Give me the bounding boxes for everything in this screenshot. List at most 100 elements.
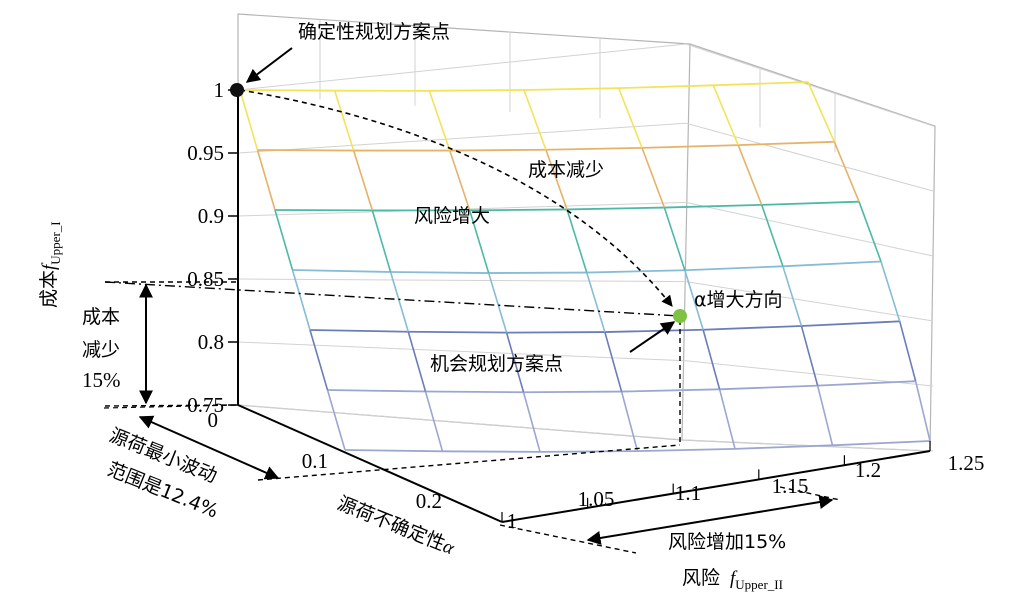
y-tick-labels: 0 0.1 0.2 [208, 408, 443, 513]
back-grid-h-1 [237, 122, 687, 154]
surface-col-seg-0-2 [274, 209, 294, 271]
side-grid-h-1 [685, 122, 934, 192]
risk-added-label: 风险增加15% [668, 531, 786, 553]
z-tick-label-0: 1 [214, 78, 225, 102]
x-axis-label-sub: Upper_II [735, 577, 783, 592]
surface-col-seg-1-4 [407, 331, 427, 392]
surface-col-seg-2-5 [522, 392, 541, 453]
x-axis-label: 风险 fUpper_II [682, 567, 783, 592]
x-tick-label-5: 1.25 [948, 451, 985, 475]
surface-col-seg-1-0 [333, 90, 355, 151]
x-tick-label-4: 1.2 [855, 458, 881, 482]
surface-col-seg-1-2 [371, 210, 392, 273]
back-corner-edge [681, 43, 691, 441]
surface-col-seg-5-0 [712, 85, 739, 146]
cost-reduction-line1: 成本 [82, 306, 120, 328]
surface-col-seg-5-4 [800, 325, 819, 386]
y-tick-label-0: 0 [208, 408, 219, 432]
back-grid-h-0 [237, 43, 687, 91]
z-tick-labels: 10.950.90.850.80.75 [187, 78, 238, 417]
surface-col-seg-6-1 [833, 141, 860, 202]
range-diag-dash [257, 444, 681, 481]
surface-col-seg-2-2 [468, 210, 490, 274]
cost-reduction-line2: 减少 [82, 339, 120, 361]
back-grid-h-3 [237, 278, 687, 283]
back-grid-h-2 [237, 201, 687, 217]
opportunity-label: 机会规划方案点 [430, 353, 563, 375]
risk-bottom-dash [499, 524, 637, 554]
surface-col-seg-2-0 [428, 90, 451, 151]
surface-col-seg-3-0 [523, 89, 547, 150]
surface-col-seg-6-2 [858, 201, 882, 262]
x-tick-label-3: 1.15 [772, 474, 809, 498]
y-axis-line [237, 404, 503, 523]
risk-right-dash [779, 486, 841, 501]
z-tick-label-4: 0.8 [198, 330, 224, 354]
surface-col-seg-5-3 [782, 266, 803, 327]
z-axis-label: 成本fUpper_I [38, 221, 63, 308]
range-arrow [138, 415, 280, 480]
surface-col-seg-0-5 [326, 389, 346, 451]
x-axis-line [501, 450, 931, 523]
back-grid-h-5 [237, 404, 687, 441]
surface-col-seg-6-5 [914, 380, 931, 442]
z-tick-label-1: 0.95 [187, 141, 224, 165]
surface-col-seg-0-4 [309, 329, 329, 391]
surface-col-seg-4-3 [684, 269, 704, 330]
surface-col-seg-4-2 [663, 207, 686, 271]
x-axis-label-prefix: 风险 [682, 567, 720, 589]
trajectory-curve [239, 89, 673, 307]
annotation-lines [103, 47, 841, 554]
surface-col-seg-5-2 [760, 204, 784, 267]
y-tick-label-2: 0.2 [416, 489, 442, 513]
z-axis-label-prefix: 成本 [38, 270, 60, 308]
surface-col-seg-3-2 [566, 209, 588, 273]
surface-mesh [239, 81, 931, 453]
surface-col-seg-6-0 [807, 81, 836, 143]
opportunity-pointer [629, 321, 676, 353]
surface-col-seg-5-5 [816, 385, 834, 446]
surface-col-seg-4-5 [718, 389, 736, 450]
cost-reduction-line3: 15% [82, 368, 121, 392]
z-axis-label-var: f [39, 262, 60, 270]
opportunity-point [673, 309, 687, 323]
y-tick-label-1: 0.1 [302, 449, 328, 473]
surface-col-seg-3-5 [620, 391, 639, 452]
surface-col-seg-1-5 [424, 391, 444, 452]
surface-col-seg-3-4 [604, 331, 623, 392]
alpha-direction-label: α增大方向 [694, 289, 783, 311]
surface-col-seg-1-1 [352, 150, 374, 211]
cost-decrease-label: 成本减少 [528, 159, 604, 181]
range-left-dash [103, 404, 239, 409]
z-tick-label-2: 0.9 [198, 204, 224, 228]
surface-col-seg-6-4 [898, 321, 917, 382]
axes [237, 90, 931, 523]
side-grid-h-3 [685, 281, 934, 322]
surface-row-line-0 [239, 81, 809, 92]
surface-col-seg-5-1 [737, 144, 763, 206]
surface-col-seg-4-4 [702, 329, 721, 390]
surface-col-seg-6-3 [880, 261, 901, 322]
deterministic-pointer [245, 47, 293, 83]
surface-col-seg-3-1 [545, 149, 568, 210]
z-axis-label-sub: Upper_I [48, 221, 63, 264]
risk-increase-label: 风险增大 [414, 205, 490, 227]
surface-col-seg-4-0 [617, 87, 643, 149]
deterministic-point [230, 83, 244, 97]
x-tick-label-2: 1.1 [675, 481, 701, 505]
surface-col-seg-2-4 [505, 332, 525, 393]
surface-col-seg-2-1 [449, 150, 471, 211]
side-grid-h-2 [685, 201, 934, 257]
surface-col-seg-0-1 [256, 149, 276, 211]
surface-col-seg-2-3 [487, 272, 508, 333]
x-tick-label-0: 1 [507, 509, 518, 533]
deterministic-label: 确定性规划方案点 [298, 21, 450, 43]
surface-col-seg-0-3 [291, 269, 311, 331]
surface-col-seg-1-3 [389, 271, 410, 332]
risk-increase-arrow [586, 495, 834, 545]
surface-col-seg-0-0 [239, 89, 259, 151]
x-axis-label-var: f [730, 568, 738, 589]
surface-col-seg-4-1 [641, 147, 666, 208]
surface-col-seg-3-3 [585, 272, 606, 333]
